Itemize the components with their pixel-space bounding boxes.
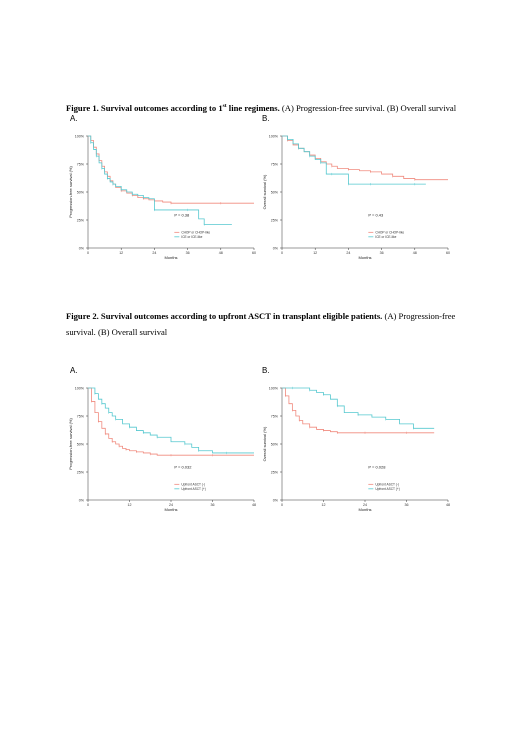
legend-label-1: CHOP or CHOP-like (375, 231, 404, 235)
p-value-label: P = 0.032 (174, 465, 192, 470)
x-tick-label: 24 (346, 251, 350, 255)
x-tick-label: 36 (405, 503, 409, 507)
chart-svg: 0% 25% 50% 75% 100% 0 12 24 36 48 Months Progressio… (68, 386, 256, 512)
y-axis-label: Progression-free survival (%) (68, 418, 73, 470)
y-tick-label: 100% (75, 386, 85, 390)
x-tick-label: 60 (252, 251, 256, 255)
figure-2-caption-text: (A) Progression-free survival. (B) Overa… (66, 311, 456, 337)
y-tick-label: 75% (77, 162, 85, 166)
legend-label-2: Upfront ASCT (+) (181, 487, 205, 491)
x-tick-label: 36 (186, 251, 190, 255)
figure-2-caption: Figure 2. Survival outcomes according to… (66, 308, 466, 340)
x-tick-label: 0 (281, 503, 283, 507)
chart-svg: 0% 25% 50% 75% 100% 0 12 24 36 48 60 Months Progress… (68, 134, 256, 260)
x-tick-label: 24 (152, 251, 156, 255)
x-axis-label: Months (358, 507, 371, 512)
series-line-2 (282, 135, 426, 185)
chart-1b: 0% 25% 50% 75% 100% 0 12 24 36 48 60 Months Overall … (258, 128, 458, 278)
panel-label-2a: A. (70, 366, 78, 375)
chart-svg: 0% 25% 50% 75% 100% 0 12 24 36 48 60 Months Overall … (262, 134, 450, 260)
legend-label-2: Upfront ASCT (+) (375, 487, 399, 491)
y-tick-label: 50% (77, 190, 85, 194)
y-tick-label: 25% (271, 218, 279, 222)
y-tick-label: 50% (271, 190, 279, 194)
panel-label-1a: A. (70, 114, 78, 123)
x-axis-label: Months (164, 507, 177, 512)
series-line-2 (88, 135, 232, 225)
legend-label-2: ICE or ICE-like (375, 235, 396, 239)
x-tick-label: 48 (219, 251, 223, 255)
figure-1-caption-bold: Figure 1. Survival outcomes according to… (66, 102, 223, 113)
y-tick-label: 75% (77, 414, 85, 418)
series-line-1 (282, 135, 448, 181)
x-tick-label: 0 (87, 503, 89, 507)
x-tick-label: 0 (87, 251, 89, 255)
panel-label-2b: B. (262, 366, 270, 375)
figure-1-caption: Figure 1. Survival outcomes according to… (66, 98, 466, 116)
chart-1a: 0% 25% 50% 75% 100% 0 12 24 36 48 60 Months Progress… (64, 128, 264, 278)
x-tick-label: 60 (446, 251, 450, 255)
y-tick-label: 25% (271, 470, 279, 474)
y-axis-label: Progression-free survival (%) (68, 166, 73, 218)
figure-1-caption-sup: st (222, 103, 227, 109)
y-tick-label: 0% (79, 498, 85, 502)
x-tick-label: 48 (413, 251, 417, 255)
figure-1-caption-bold-end: line regimens. (226, 102, 280, 113)
x-tick-label: 24 (363, 503, 367, 507)
y-tick-label: 0% (79, 246, 85, 250)
y-tick-label: 75% (271, 162, 279, 166)
series-line-2 (282, 387, 435, 429)
y-tick-label: 25% (77, 218, 85, 222)
p-value-label: P = 0.028 (368, 465, 386, 470)
x-tick-label: 12 (322, 503, 326, 507)
p-value-label: P = 0.38 (174, 213, 190, 218)
x-tick-label: 48 (446, 503, 450, 507)
series-line-1 (282, 387, 435, 434)
x-axis-label: Months (358, 255, 371, 260)
legend-label-2: ICE or ICE-like (181, 235, 202, 239)
y-tick-label: 50% (77, 442, 85, 446)
chart-svg: 0% 25% 50% 75% 100% 0 12 24 36 48 Months Overall su… (262, 386, 450, 512)
x-tick-label: 36 (211, 503, 215, 507)
y-tick-label: 100% (269, 386, 279, 390)
x-tick-label: 24 (169, 503, 173, 507)
x-tick-label: 12 (128, 503, 132, 507)
x-tick-label: 12 (313, 251, 317, 255)
y-tick-label: 25% (77, 470, 85, 474)
x-tick-label: 0 (281, 251, 283, 255)
x-tick-label: 12 (119, 251, 123, 255)
x-tick-label: 48 (252, 503, 256, 507)
p-value-label: P = 0.43 (368, 213, 384, 218)
y-axis-label: Overall survival (%) (262, 426, 267, 461)
series-line-2 (88, 387, 254, 454)
y-axis-label: Overall survival (%) (262, 174, 267, 209)
panel-label-1b: B. (262, 114, 270, 123)
legend-label-1: CHOP or CHOP-like (181, 231, 210, 235)
series-line-1 (88, 135, 254, 204)
chart-2b: 0% 25% 50% 75% 100% 0 12 24 36 48 Months Overall su… (258, 380, 458, 530)
y-tick-label: 0% (273, 246, 279, 250)
series-line-1 (88, 387, 254, 456)
y-tick-label: 50% (271, 442, 279, 446)
figure-1-caption-text: (A) Progression-free survival. (B) Overa… (279, 102, 457, 113)
legend-label-1: Upfront ASCT (-) (375, 483, 399, 487)
legend-label-1: Upfront ASCT (-) (181, 483, 205, 487)
y-tick-label: 100% (269, 134, 279, 138)
figure-2-caption-bold: Figure 2. Survival outcomes according to… (66, 311, 383, 321)
y-tick-label: 75% (271, 414, 279, 418)
y-tick-label: 0% (273, 498, 279, 502)
x-axis-label: Months (164, 255, 177, 260)
y-tick-label: 100% (75, 134, 85, 138)
chart-2a: 0% 25% 50% 75% 100% 0 12 24 36 48 Months Progressio… (64, 380, 264, 530)
x-tick-label: 36 (380, 251, 384, 255)
